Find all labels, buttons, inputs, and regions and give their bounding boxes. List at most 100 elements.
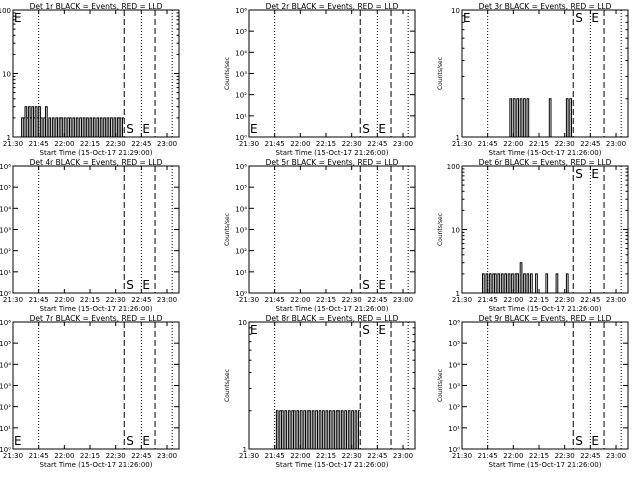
x-tick-label: 21:45 (265, 140, 285, 148)
x-tick-label: 22:00 (54, 140, 74, 148)
x-tick-label: 22:45 (367, 452, 387, 460)
x-tick-label: 22:15 (80, 452, 100, 460)
y-tick-label: 10² (235, 92, 247, 100)
panel-title: Det 7r BLACK = Events, RED = LLD (30, 314, 163, 323)
plot-frame (248, 321, 416, 450)
plot-frame (12, 321, 180, 450)
x-tick-label: 21:45 (29, 140, 49, 148)
y-axis-label: Counts/sec (437, 213, 444, 246)
start-marker-label: S (362, 278, 370, 292)
x-tick-label: 22:15 (316, 296, 336, 304)
x-axis-label: Start Time (15-Oct-17 21:26:00) (489, 149, 602, 157)
x-axis-label: Start Time (15-Oct-17 21:26:00) (40, 461, 153, 469)
y-tick-label: 10³ (235, 227, 247, 235)
x-axis-label: Start Time (15-Oct-17 21:26:00) (489, 461, 602, 469)
end-marker-label: E (378, 122, 386, 136)
y-tick-label: 10⁰ (0, 446, 11, 454)
x-tick-label: 22:30 (342, 452, 362, 460)
start-marker-label: S (126, 278, 134, 292)
extra-e-label: E (14, 11, 22, 25)
y-tick-label: 10¹ (235, 269, 247, 277)
y-tick-label: 10⁰ (0, 290, 11, 298)
x-tick-label: 21:45 (478, 140, 498, 148)
x-tick-label: 22:15 (316, 452, 336, 460)
y-axis-label: Counts/sec (437, 369, 444, 402)
x-tick-label: 23:00 (393, 296, 413, 304)
x-tick-label: 21:30 (3, 296, 23, 304)
x-axis-label: Start Time (15-Oct-17 21:26:00) (40, 305, 153, 313)
x-tick-label: 22:45 (131, 296, 151, 304)
data-series-0 (508, 98, 574, 138)
y-tick-label: 10⁰ (235, 290, 247, 298)
y-tick-label: 100 (0, 7, 11, 15)
x-tick-label: 22:45 (131, 452, 151, 460)
y-tick-label: 10⁵ (448, 340, 460, 348)
x-axis-label: Start Time (15-Oct-17 21:29:00) (40, 149, 153, 157)
start-marker-label: S (126, 434, 134, 448)
x-tick-label: 22:00 (54, 296, 74, 304)
x-tick-label: 22:30 (555, 140, 575, 148)
y-tick-label: 10 (238, 319, 247, 327)
y-tick-label: 1 (243, 446, 247, 454)
y-tick-label: 10² (235, 248, 247, 256)
y-tick-label: 10³ (235, 71, 247, 79)
start-marker-label: S (575, 167, 583, 181)
y-tick-label: 10¹ (0, 425, 11, 433)
y-tick-label: 10⁵ (235, 184, 247, 192)
x-tick-label: 23:00 (157, 452, 177, 460)
y-tick-label: 10¹ (0, 269, 11, 277)
y-tick-label: 10 (2, 71, 11, 79)
x-tick-label: 22:00 (54, 452, 74, 460)
x-tick-label: 22:00 (290, 452, 310, 460)
y-tick-label: 10⁶ (0, 163, 11, 171)
y-tick-label: 10 (451, 227, 460, 235)
end-marker-label: E (591, 11, 599, 25)
panel-title: Det 6r BLACK = Events, RED = LLD (479, 158, 612, 167)
y-tick-label: 10¹ (448, 425, 460, 433)
x-tick-label: 23:00 (393, 140, 413, 148)
x-tick-label: 22:45 (580, 296, 600, 304)
y-tick-label: 1 (456, 290, 460, 298)
y-tick-label: 10⁰ (235, 134, 247, 142)
panel-title: Det 2r BLACK = Events, RED = LLD (266, 2, 399, 11)
x-tick-label: 22:00 (503, 452, 523, 460)
x-tick-label: 22:30 (106, 296, 126, 304)
data-series-0 (274, 410, 361, 450)
panel-title: Det 3r BLACK = Events, RED = LLD (479, 2, 612, 11)
end-marker-label: E (591, 167, 599, 181)
y-tick-label: 10⁶ (448, 319, 460, 327)
end-marker-label: E (142, 122, 150, 136)
end-marker-label: E (378, 278, 386, 292)
panel-title: Det 5r BLACK = Events, RED = LLD (266, 158, 399, 167)
y-axis-label: Counts/sec (224, 57, 231, 90)
y-tick-label: 1 (7, 134, 11, 142)
x-tick-label: 21:30 (239, 140, 259, 148)
y-tick-label: 10³ (0, 227, 11, 235)
x-tick-label: 22:45 (367, 296, 387, 304)
end-marker-label: E (591, 434, 599, 448)
y-axis-label: Counts/sec (437, 57, 444, 90)
y-tick-label: 10⁴ (0, 205, 11, 213)
start-marker-label: S (362, 122, 370, 136)
end-marker-label: E (378, 323, 386, 337)
plot-frame (12, 165, 180, 294)
panel-title: Det 9r BLACK = Events, RED = LLD (479, 314, 612, 323)
y-tick-label: 10⁵ (0, 184, 11, 192)
x-tick-label: 22:30 (342, 140, 362, 148)
start-marker-label: S (126, 122, 134, 136)
x-tick-label: 22:30 (555, 296, 575, 304)
extra-e-label: E (250, 122, 258, 136)
x-tick-label: 22:00 (503, 140, 523, 148)
extra-e-label: E (463, 11, 471, 25)
x-tick-label: 22:15 (529, 296, 549, 304)
x-tick-label: 23:00 (606, 452, 626, 460)
x-tick-label: 22:30 (106, 452, 126, 460)
x-tick-label: 23:00 (606, 296, 626, 304)
x-tick-label: 21:45 (478, 452, 498, 460)
